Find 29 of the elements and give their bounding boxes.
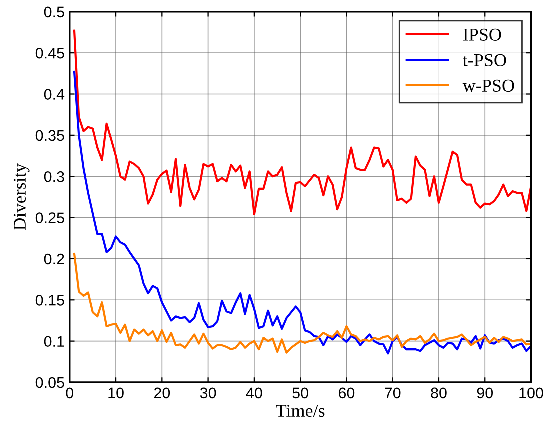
x-tick-label: 100 — [520, 388, 544, 399]
x-tick-label: 80 — [431, 388, 447, 399]
legend-label: t-PSO — [463, 54, 506, 66]
x-tick-label: 90 — [477, 388, 494, 399]
y-tick-label: 0.5 — [44, 6, 64, 18]
x-tick-label: 20 — [154, 388, 170, 399]
x-tick-label: 0 — [66, 388, 74, 399]
y-tick-label: 0.2 — [44, 254, 64, 265]
x-tick-label: 70 — [385, 388, 401, 399]
x-axis-title: Time/s — [276, 404, 325, 418]
y-axis-title: Diversity — [14, 164, 30, 230]
y-tick-label: 0.1 — [44, 336, 64, 348]
legend-label: w-PSO — [462, 80, 514, 92]
legend-label: IPSO — [463, 28, 502, 41]
line-series — [73, 70, 532, 355]
y-tick-label: 0.25 — [36, 212, 64, 224]
y-tick-label: 0.4 — [44, 89, 65, 100]
x-tick-label: 30 — [200, 388, 216, 399]
x-tick-label: 10 — [108, 388, 124, 399]
y-tick-label: 0.45 — [36, 48, 64, 59]
x-tick-label: 40 — [246, 388, 262, 399]
x-tick-label: 60 — [338, 388, 355, 399]
y-tick-label: 0.05 — [36, 377, 64, 388]
y-tick-label: 0.15 — [36, 295, 64, 306]
y-tick-label: 0.3 — [44, 171, 64, 182]
y-tick-label: 0.35 — [36, 130, 64, 142]
line-series — [73, 252, 532, 354]
x-tick-label: 50 — [292, 388, 308, 399]
line-series — [73, 30, 532, 216]
